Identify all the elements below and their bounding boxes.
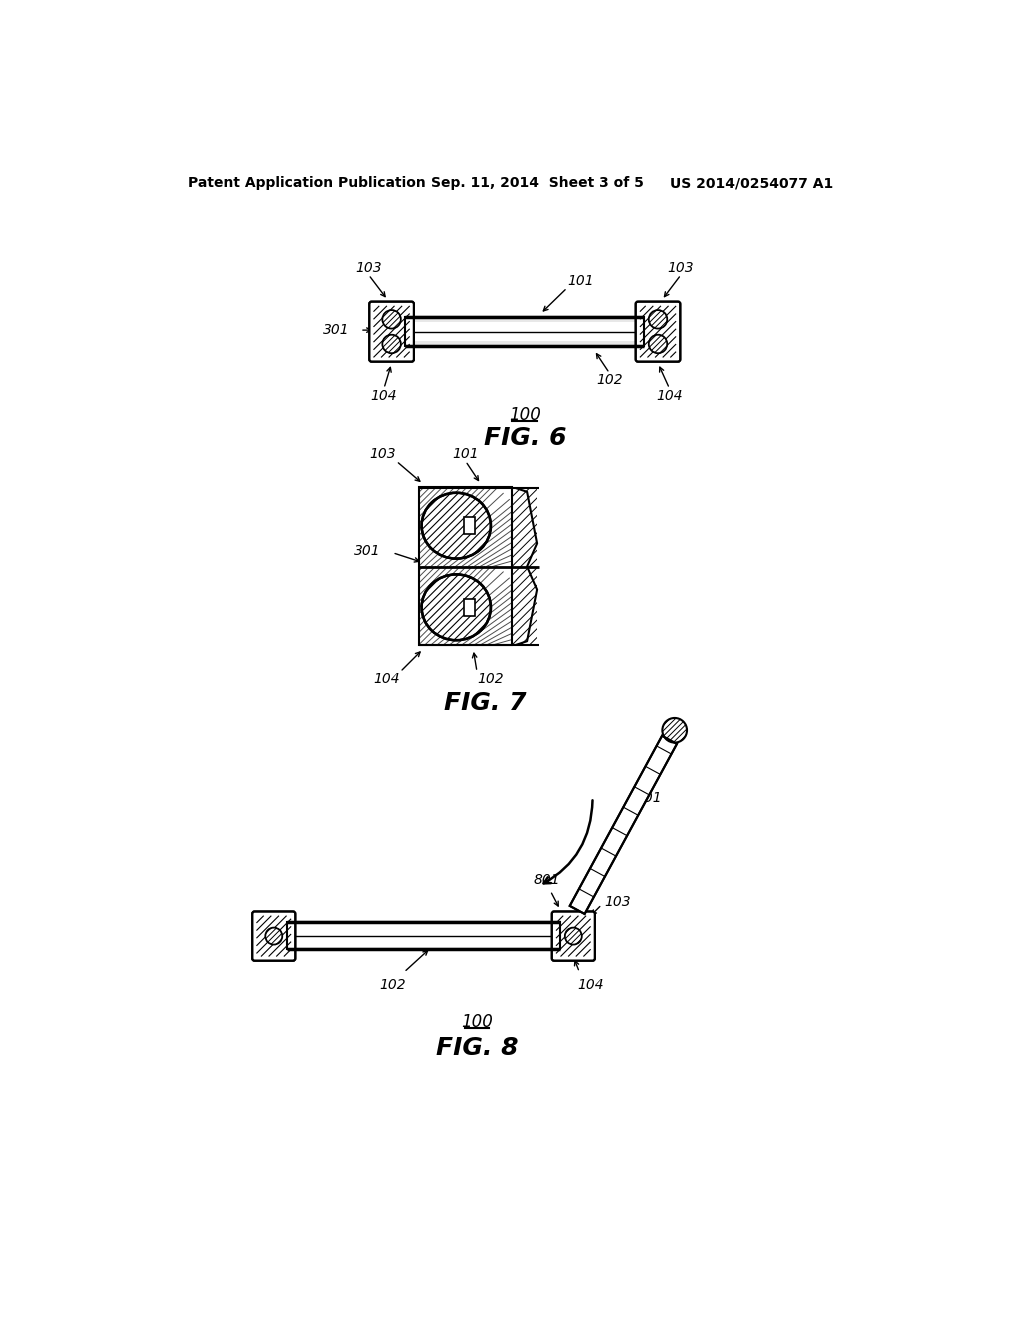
Text: FIG. 6: FIG. 6 [483, 426, 566, 450]
Bar [538, 487, 568, 645]
Bar [464, 599, 475, 615]
Bar [287, 923, 560, 949]
Text: US 2014/0254077 A1: US 2014/0254077 A1 [670, 176, 833, 190]
Bar [419, 487, 512, 645]
Text: 104: 104 [656, 388, 683, 403]
Ellipse shape [422, 492, 490, 558]
Text: 301: 301 [324, 323, 350, 337]
Bar [406, 341, 644, 346]
Text: 301: 301 [354, 544, 381, 558]
Ellipse shape [265, 928, 283, 945]
Ellipse shape [422, 492, 490, 558]
Text: 100: 100 [461, 1012, 493, 1031]
Text: 100: 100 [509, 405, 541, 424]
Text: 104: 104 [371, 388, 397, 403]
FancyBboxPatch shape [636, 302, 680, 362]
Text: Patent Application Publication: Patent Application Publication [188, 176, 426, 190]
Text: 103: 103 [370, 447, 396, 461]
Text: 103: 103 [668, 260, 694, 275]
Text: 102: 102 [379, 978, 406, 991]
Ellipse shape [565, 928, 582, 945]
Text: 103: 103 [604, 895, 631, 909]
Text: FIG. 7: FIG. 7 [443, 690, 526, 715]
Ellipse shape [649, 310, 668, 329]
Ellipse shape [382, 310, 400, 329]
Ellipse shape [422, 574, 490, 640]
Ellipse shape [663, 718, 687, 743]
Text: 102: 102 [477, 672, 504, 686]
Ellipse shape [649, 335, 668, 354]
Bar [419, 487, 512, 645]
Text: 104: 104 [578, 978, 604, 991]
Text: 101: 101 [453, 447, 479, 461]
Text: 801: 801 [534, 873, 560, 887]
Text: 101: 101 [635, 791, 662, 804]
Text: 102: 102 [596, 374, 623, 387]
Text: 103: 103 [355, 260, 382, 275]
Polygon shape [569, 735, 677, 913]
Bar [406, 317, 644, 346]
Text: 101: 101 [567, 273, 594, 288]
Bar [464, 517, 475, 535]
Ellipse shape [422, 574, 490, 640]
FancyBboxPatch shape [552, 911, 595, 961]
Bar [406, 317, 644, 346]
Bar [406, 317, 644, 322]
FancyBboxPatch shape [252, 911, 295, 961]
Ellipse shape [382, 335, 400, 354]
Bar [287, 923, 560, 949]
Text: Sep. 11, 2014  Sheet 3 of 5: Sep. 11, 2014 Sheet 3 of 5 [431, 176, 644, 190]
FancyBboxPatch shape [370, 302, 414, 362]
Text: FIG. 8: FIG. 8 [436, 1036, 518, 1060]
Text: 104: 104 [374, 672, 400, 686]
